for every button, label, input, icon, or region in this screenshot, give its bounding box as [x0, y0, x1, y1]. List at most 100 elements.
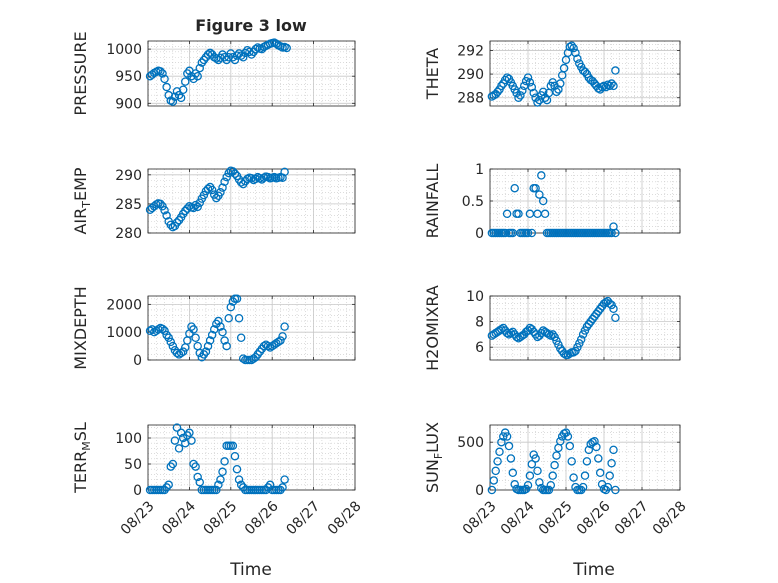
figure-title: Figure 3 low [195, 16, 307, 35]
y-tick-label: 1000 [106, 42, 142, 58]
y-tick-label: 290 [115, 168, 142, 184]
data-point [166, 462, 176, 471]
data-point [493, 87, 502, 97]
data-point [230, 55, 240, 65]
x-tick-label: 08/25 [536, 498, 576, 538]
data-point [609, 304, 618, 314]
data-point [238, 53, 248, 62]
y-axis-label: TERRMSL [71, 422, 93, 494]
data-point [533, 466, 542, 476]
data-point [236, 480, 246, 490]
data-point [261, 485, 271, 495]
axes-box [489, 424, 681, 491]
data-point [156, 199, 165, 209]
data-point [611, 313, 620, 323]
data-point [552, 87, 561, 97]
y-tick-label: 2000 [106, 297, 142, 313]
data-point [236, 178, 246, 187]
data-point [527, 459, 537, 469]
y-tick-label: 950 [115, 69, 142, 85]
data-point [504, 441, 514, 451]
data-point [220, 177, 229, 187]
data-point [516, 91, 525, 100]
y-axis-label-subscript: T [80, 201, 93, 209]
data-point [191, 333, 200, 342]
y-axis-label-rest: LUX [423, 422, 442, 453]
y-axis-label-main: SUN [423, 459, 442, 493]
axes-box [489, 295, 681, 361]
data-point [280, 167, 289, 177]
data-point [195, 63, 204, 73]
subplot-theta: 288 290 292 THETA [423, 40, 681, 107]
y-axis-label-main: MIXDEPTH [71, 286, 90, 369]
y-axis-label-main: THETA [423, 48, 442, 100]
data-point [276, 336, 285, 345]
data-point [195, 348, 204, 358]
y-axis-label: MIXDEPTH [71, 286, 90, 369]
data-point [162, 483, 171, 492]
y-tick-label: 0 [475, 226, 484, 242]
data-point [514, 209, 523, 219]
data-point [607, 458, 616, 468]
x-tick-label: 08/27 [612, 498, 652, 538]
x-axis-label-left: Time [229, 560, 272, 580]
data-point [523, 73, 533, 82]
y-tick-label: 285 [115, 197, 142, 213]
data-point [224, 168, 233, 178]
y-axis-label-main: TERR [71, 451, 90, 494]
data-point [160, 206, 169, 215]
data-point [497, 81, 506, 91]
data-point [502, 432, 512, 441]
data-point [201, 347, 211, 356]
data-point [232, 294, 242, 304]
data-point [282, 43, 291, 53]
axes-box [147, 168, 356, 234]
axes-box [489, 40, 681, 107]
data-point [160, 326, 169, 336]
data-point [531, 454, 540, 463]
data-point [592, 442, 601, 452]
y-axis-label: RAINFALL [423, 164, 442, 239]
data-point [514, 93, 523, 102]
data-point [603, 482, 613, 492]
y-axis-label-rest: EMP [71, 167, 90, 201]
data-point [181, 206, 190, 216]
data-point [538, 196, 548, 206]
data-point [278, 332, 287, 341]
data-point [205, 336, 215, 345]
x-tick-label: 08/27 [283, 498, 323, 538]
data-point [234, 475, 244, 484]
data-point [569, 43, 578, 53]
data-point [573, 54, 582, 63]
data-point [276, 485, 285, 495]
data-point [605, 471, 614, 480]
axes-box [147, 424, 356, 491]
data-point [162, 82, 171, 92]
data-point [170, 92, 180, 102]
data-point [203, 184, 213, 194]
data-point [164, 333, 173, 342]
data-point [170, 436, 180, 445]
x-tick-label: 08/28 [650, 498, 690, 538]
data-point [611, 66, 620, 75]
data-point [195, 477, 204, 487]
data-point [535, 190, 544, 199]
data-point [599, 81, 609, 91]
subplot-terrain: 08/23 08/24 08/25 08/26 08/27 08/28 0 50 100 TERR… [71, 422, 365, 538]
y-tick-label: 6 [475, 340, 484, 356]
data-point [193, 341, 202, 351]
y-tick-label: 288 [457, 91, 484, 107]
data-point [145, 326, 155, 336]
data-point [236, 333, 246, 342]
y-axis-label-main: RAINFALL [423, 164, 442, 239]
data-point [493, 457, 502, 466]
data-point [552, 451, 561, 460]
subplot-rainfall: 0 0.5 1 RAINFALL [423, 162, 681, 242]
data-point [529, 88, 538, 98]
data-point [220, 336, 229, 345]
data-point [278, 173, 287, 182]
data-point [497, 325, 506, 334]
data-point [224, 314, 233, 323]
x-tick-label: 08/24 [159, 498, 199, 538]
